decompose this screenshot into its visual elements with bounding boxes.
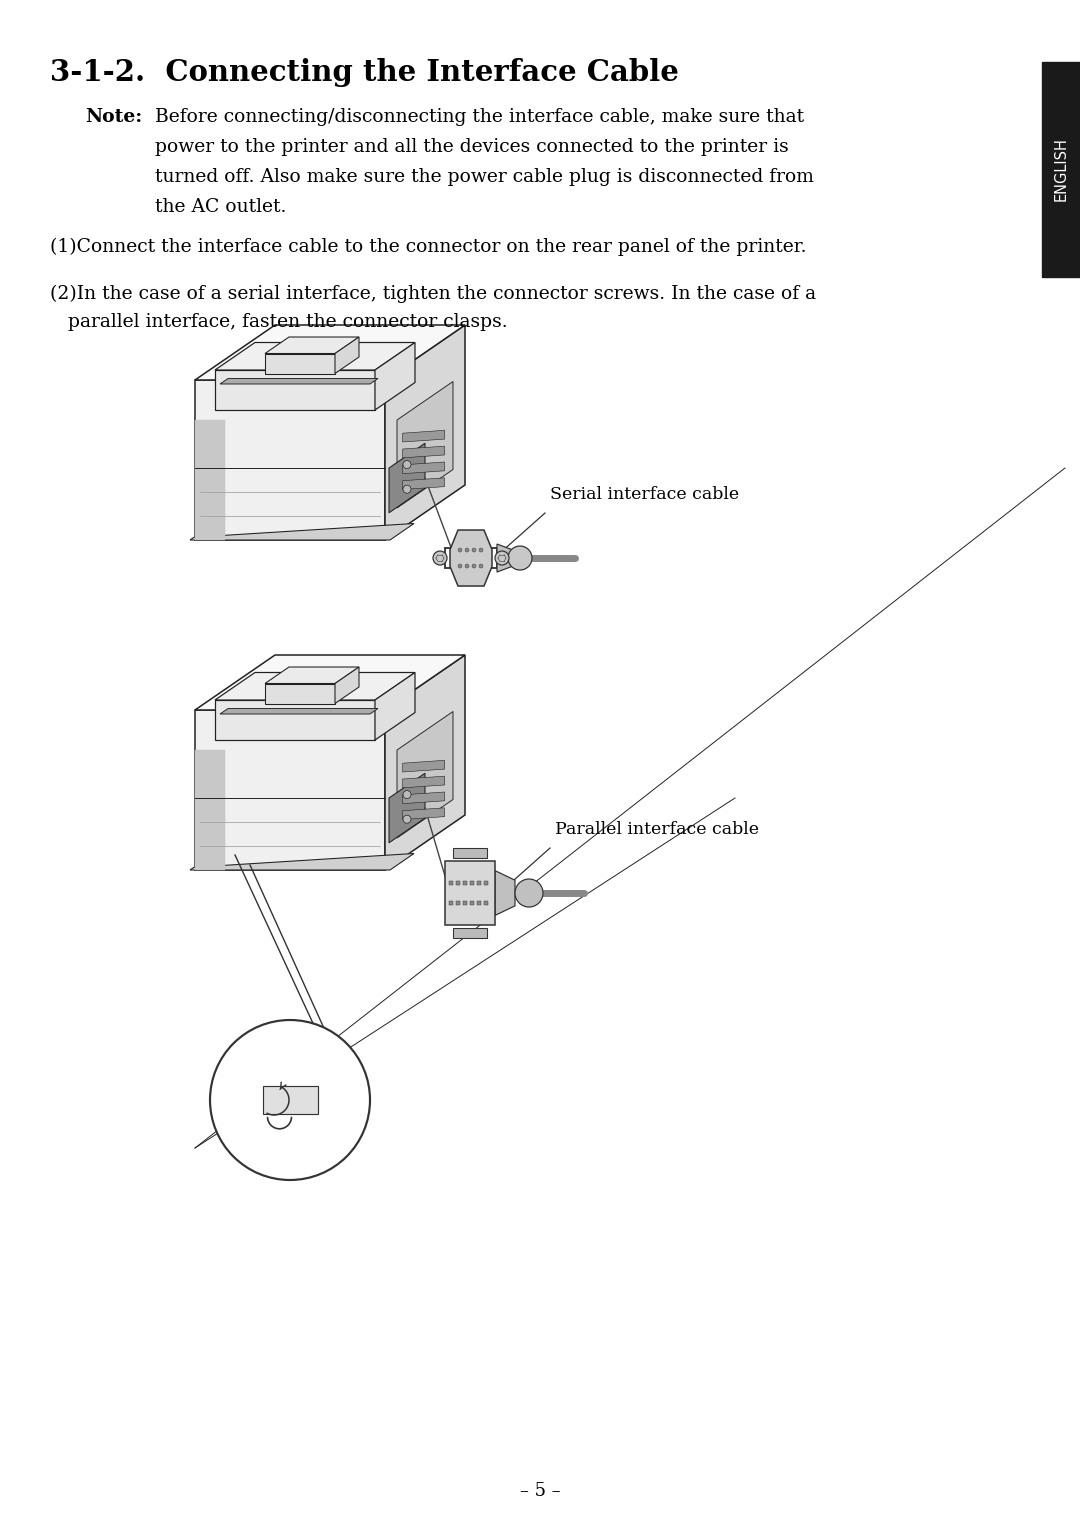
Polygon shape <box>195 710 384 871</box>
Circle shape <box>433 550 447 566</box>
Polygon shape <box>265 667 359 684</box>
Polygon shape <box>445 862 495 924</box>
Text: Parallel interface cable: Parallel interface cable <box>555 822 759 839</box>
Circle shape <box>403 816 411 823</box>
Polygon shape <box>453 927 487 938</box>
Polygon shape <box>403 461 445 474</box>
Bar <box>1042 61 1080 277</box>
Polygon shape <box>403 760 445 773</box>
Polygon shape <box>195 655 465 710</box>
Circle shape <box>480 564 483 569</box>
Bar <box>449 901 453 904</box>
Circle shape <box>403 486 411 494</box>
Text: turned off. Also make sure the power cable plug is disconnected from: turned off. Also make sure the power cab… <box>156 169 814 185</box>
Polygon shape <box>215 369 375 409</box>
Text: ENGLISH: ENGLISH <box>1053 138 1068 201</box>
Circle shape <box>465 564 469 569</box>
Polygon shape <box>403 793 445 803</box>
Text: Serial interface cable: Serial interface cable <box>550 486 739 503</box>
Circle shape <box>495 550 509 566</box>
Bar <box>456 901 460 904</box>
Circle shape <box>403 791 411 799</box>
Polygon shape <box>264 1085 318 1114</box>
Polygon shape <box>215 342 415 369</box>
Polygon shape <box>375 673 415 740</box>
Polygon shape <box>215 701 375 740</box>
Bar <box>463 901 467 904</box>
Text: parallel interface, fasten the connector clasps.: parallel interface, fasten the connector… <box>50 313 508 331</box>
Polygon shape <box>389 773 426 843</box>
Polygon shape <box>195 750 225 871</box>
Circle shape <box>480 547 483 552</box>
Text: Note:: Note: <box>85 107 143 126</box>
Circle shape <box>515 878 543 908</box>
Bar <box>477 881 481 885</box>
Text: the AC outlet.: the AC outlet. <box>156 198 286 216</box>
Polygon shape <box>190 523 414 540</box>
Polygon shape <box>497 544 512 572</box>
Circle shape <box>472 547 476 552</box>
Polygon shape <box>335 667 359 704</box>
Polygon shape <box>495 871 515 915</box>
Text: 3-1-2.  Connecting the Interface Cable: 3-1-2. Connecting the Interface Cable <box>50 58 679 87</box>
Bar <box>477 901 481 904</box>
Polygon shape <box>403 776 445 788</box>
Bar <box>470 881 474 885</box>
Polygon shape <box>195 325 465 380</box>
Polygon shape <box>403 431 445 442</box>
Polygon shape <box>220 708 378 714</box>
Polygon shape <box>397 382 453 507</box>
Polygon shape <box>403 446 445 458</box>
Circle shape <box>465 547 469 552</box>
Circle shape <box>458 564 462 569</box>
Polygon shape <box>195 420 225 540</box>
Circle shape <box>458 547 462 552</box>
Polygon shape <box>265 354 335 374</box>
Polygon shape <box>265 684 335 704</box>
Bar <box>463 881 467 885</box>
Bar <box>484 881 488 885</box>
Polygon shape <box>397 711 453 839</box>
Circle shape <box>508 546 532 570</box>
Circle shape <box>472 564 476 569</box>
Polygon shape <box>403 478 445 489</box>
Bar <box>449 881 453 885</box>
Bar <box>484 901 488 904</box>
Polygon shape <box>195 380 384 540</box>
Polygon shape <box>215 673 415 701</box>
Polygon shape <box>190 854 414 871</box>
Text: Before connecting/disconnecting the interface cable, make sure that: Before connecting/disconnecting the inte… <box>156 107 805 126</box>
Bar <box>456 881 460 885</box>
Bar <box>470 901 474 904</box>
Polygon shape <box>265 337 359 354</box>
Polygon shape <box>389 443 426 514</box>
Text: – 5 –: – 5 – <box>519 1482 561 1499</box>
Polygon shape <box>450 530 492 586</box>
Polygon shape <box>375 342 415 409</box>
Polygon shape <box>453 848 487 858</box>
Circle shape <box>210 1019 370 1180</box>
Circle shape <box>403 460 411 469</box>
Polygon shape <box>403 808 445 820</box>
Text: power to the printer and all the devices connected to the printer is: power to the printer and all the devices… <box>156 138 788 156</box>
Polygon shape <box>384 655 465 871</box>
Text: (2)In the case of a serial interface, tighten the connector screws. In the case : (2)In the case of a serial interface, ti… <box>50 285 816 304</box>
Polygon shape <box>384 325 465 540</box>
Polygon shape <box>220 379 378 383</box>
Text: (1)Connect the interface cable to the connector on the rear panel of the printer: (1)Connect the interface cable to the co… <box>50 238 807 256</box>
Polygon shape <box>335 337 359 374</box>
